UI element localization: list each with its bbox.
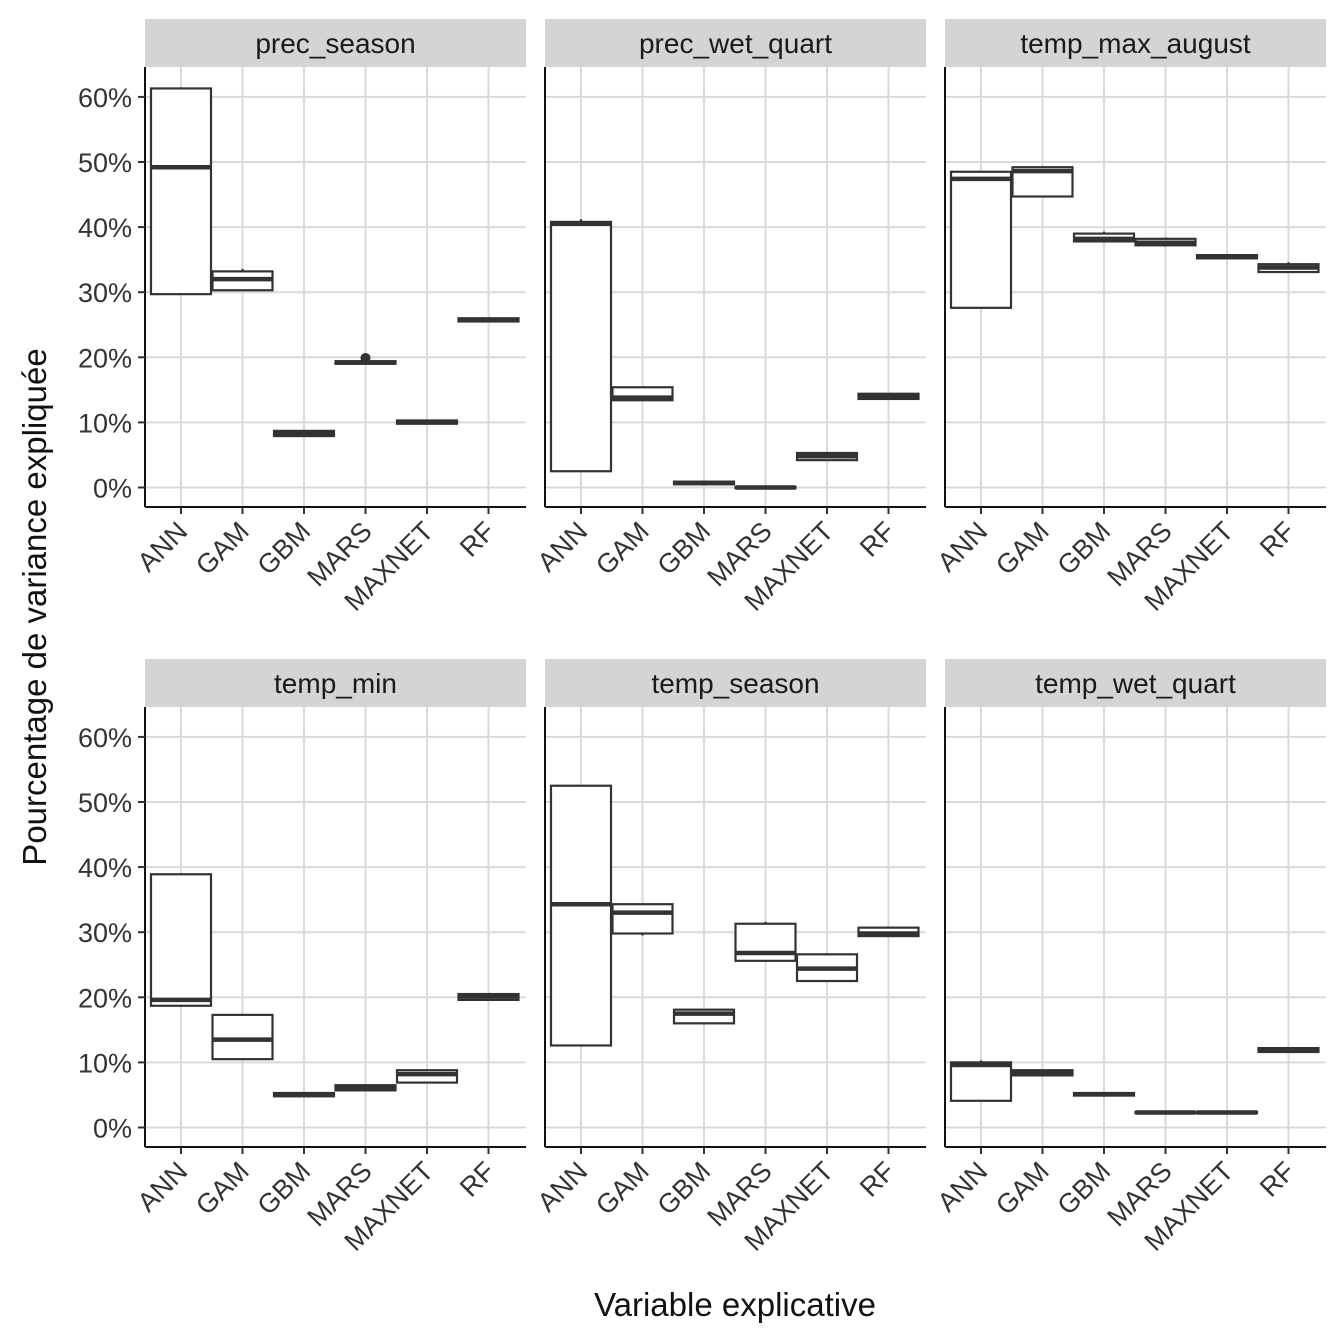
- boxplot-rf: [1257, 262, 1320, 274]
- boxplot-gbm: [672, 1008, 736, 1025]
- box-iqr: [549, 784, 613, 1047]
- strip-title: temp_max_august: [1020, 28, 1251, 59]
- x-tick-label: ANN: [932, 516, 994, 578]
- x-tick-label: RF: [454, 1156, 501, 1203]
- x-tick-label: ANN: [532, 516, 594, 578]
- boxplot-rf: [857, 926, 920, 938]
- boxplot-gam: [611, 903, 674, 936]
- x-tick-label: GAM: [990, 516, 1055, 581]
- y-tick-label: 30%: [78, 278, 132, 308]
- boxplot-maxnet: [795, 451, 859, 462]
- x-tick-label: RF: [1254, 516, 1301, 563]
- box-iqr: [211, 1013, 274, 1061]
- y-tick-label: 0%: [93, 1114, 132, 1144]
- x-tick-label: RF: [454, 516, 501, 563]
- boxplot-maxnet: [1195, 1110, 1259, 1115]
- facet-panels: prec_season0%10%20%30%40%50%60%ANNGAMGBM…: [78, 19, 1326, 1257]
- x-axis-title: Variable explicative: [594, 1286, 876, 1323]
- boxplot-ann: [949, 1060, 1013, 1102]
- strip-header: [145, 659, 526, 707]
- boxplot-mars: [334, 352, 397, 365]
- strip-title: prec_season: [255, 28, 415, 59]
- strip-title: temp_min: [274, 668, 397, 699]
- boxplot-mars: [734, 485, 797, 490]
- y-tick-label: 10%: [78, 408, 132, 438]
- box-iqr: [549, 220, 613, 473]
- facet-panel: temp_min0%10%20%30%40%50%60%ANNGAMGBMMAR…: [78, 659, 526, 1257]
- box-iqr: [949, 1061, 1013, 1102]
- x-tick-label: RF: [854, 1156, 901, 1203]
- box-iqr: [611, 903, 674, 935]
- boxplot-maxnet: [395, 1069, 459, 1084]
- boxplot-ann: [549, 784, 613, 1047]
- y-tick-label: 10%: [78, 1048, 132, 1078]
- x-tick-label: GAM: [590, 1156, 655, 1221]
- x-tick-label: ANN: [932, 1156, 994, 1218]
- boxplot-ann: [549, 219, 613, 473]
- strip-title: temp_wet_quart: [1035, 668, 1236, 699]
- boxplot-gbm: [1072, 231, 1136, 243]
- boxplot-mars: [1134, 237, 1197, 247]
- boxplot-gbm: [272, 1091, 336, 1098]
- y-tick-label: 50%: [78, 788, 132, 818]
- boxplot-ann: [949, 170, 1013, 309]
- boxplot-gam: [211, 268, 274, 292]
- boxplot-gam: [1011, 1069, 1074, 1077]
- facet-panel: prec_season0%10%20%30%40%50%60%ANNGAMGBM…: [78, 19, 526, 617]
- y-tick-label: 60%: [78, 83, 132, 113]
- x-tick-label: ANN: [532, 1156, 594, 1218]
- outlier-point: [360, 352, 371, 363]
- y-tick-label: 40%: [78, 853, 132, 883]
- boxplot-ann: [149, 873, 213, 1007]
- x-tick-label: RF: [1254, 1156, 1301, 1203]
- boxplot-gbm: [272, 429, 336, 438]
- x-tick-label: ANN: [132, 1156, 194, 1218]
- strip-header: [545, 659, 926, 707]
- box-iqr: [149, 873, 213, 1007]
- boxplot-ann: [149, 87, 213, 296]
- x-tick-label: GAM: [590, 516, 655, 581]
- x-tick-label: ANN: [132, 516, 194, 578]
- y-tick-label: 20%: [78, 983, 132, 1013]
- strip-header: [145, 19, 526, 67]
- boxplot-maxnet: [795, 953, 859, 983]
- strip-header: [945, 19, 1326, 67]
- boxplot-gbm: [672, 480, 736, 486]
- y-axis-title: Pourcentage de variance expliquée: [16, 348, 53, 865]
- strip-header: [545, 19, 926, 67]
- strip-header: [945, 659, 1326, 707]
- y-tick-label: 50%: [78, 148, 132, 178]
- x-tick-label: GAM: [190, 1156, 255, 1221]
- boxplot-rf: [457, 992, 520, 1002]
- boxplot-mars: [1134, 1110, 1197, 1115]
- y-tick-label: 60%: [78, 723, 132, 753]
- boxplot-rf: [857, 392, 920, 401]
- box-iqr: [949, 170, 1013, 309]
- boxplot-maxnet: [395, 419, 459, 425]
- boxplot-rf: [1257, 1046, 1320, 1054]
- strip-title: temp_season: [651, 668, 819, 699]
- strip-title: prec_wet_quart: [639, 28, 832, 59]
- x-tick-label: RF: [854, 516, 901, 563]
- boxplot-gam: [211, 1013, 274, 1061]
- boxplot-mars: [334, 1084, 397, 1092]
- x-tick-label: GAM: [190, 516, 255, 581]
- boxplot-mars: [734, 921, 797, 962]
- boxplot-gam: [611, 386, 674, 402]
- x-tick-label: GAM: [990, 1156, 1055, 1221]
- y-tick-label: 0%: [93, 474, 132, 504]
- y-tick-label: 20%: [78, 343, 132, 373]
- boxplot-gam: [1011, 166, 1074, 198]
- boxplot-gbm: [1072, 1091, 1136, 1097]
- box-iqr: [149, 87, 213, 296]
- boxplot-rf: [457, 317, 520, 323]
- y-tick-label: 30%: [78, 918, 132, 948]
- boxplot-maxnet: [1195, 253, 1259, 260]
- y-tick-label: 40%: [78, 213, 132, 243]
